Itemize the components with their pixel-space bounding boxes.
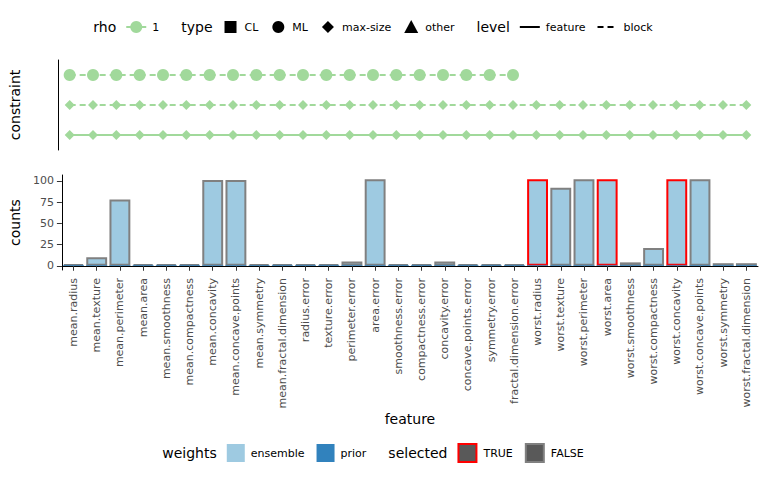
svg-text:counts: counts <box>7 199 23 246</box>
svg-text:weights: weights <box>162 445 217 461</box>
svg-text:concavity.error: concavity.error <box>438 278 451 360</box>
svg-text:mean.area: mean.area <box>137 278 150 337</box>
svg-text:concave.points.error: concave.points.error <box>461 278 474 392</box>
svg-text:mean.compactness: mean.compactness <box>183 278 196 386</box>
svg-text:max-size: max-size <box>342 21 391 34</box>
svg-text:100: 100 <box>33 174 54 187</box>
svg-text:mean.texture: mean.texture <box>90 278 103 353</box>
svg-text:prior: prior <box>341 447 367 460</box>
svg-text:mean.radius: mean.radius <box>67 278 80 347</box>
svg-text:worst.radius: worst.radius <box>531 278 544 346</box>
svg-text:ensemble: ensemble <box>251 447 305 460</box>
svg-text:mean.symmetry: mean.symmetry <box>253 278 266 369</box>
svg-text:mean.perimeter: mean.perimeter <box>113 278 126 368</box>
svg-text:mean.concavity: mean.concavity <box>206 278 219 366</box>
svg-text:worst.symmetry: worst.symmetry <box>717 278 730 368</box>
svg-text:feature: feature <box>546 21 586 34</box>
svg-text:feature: feature <box>385 411 436 427</box>
svg-text:ML: ML <box>292 21 308 34</box>
svg-text:level: level <box>477 19 510 35</box>
svg-text:radius.error: radius.error <box>299 278 312 343</box>
svg-text:TRUE: TRUE <box>482 447 512 460</box>
svg-text:symmetry.error: symmetry.error <box>485 278 498 363</box>
svg-text:worst.area: worst.area <box>601 278 614 336</box>
svg-text:worst.perimeter: worst.perimeter <box>577 278 590 367</box>
svg-text:1: 1 <box>152 21 159 34</box>
svg-text:mean.fractal.dimension: mean.fractal.dimension <box>276 278 289 408</box>
svg-text:worst.fractal.dimension: worst.fractal.dimension <box>740 278 753 408</box>
svg-text:worst.concavity: worst.concavity <box>670 278 683 365</box>
svg-text:texture.error: texture.error <box>322 278 335 348</box>
svg-text:worst.smoothness: worst.smoothness <box>624 278 637 378</box>
svg-text:mean.concave.points: mean.concave.points <box>229 278 242 396</box>
svg-text:constraint: constraint <box>7 69 23 140</box>
svg-text:25: 25 <box>40 238 54 251</box>
svg-text:area.error: area.error <box>369 278 382 333</box>
svg-text:type: type <box>181 19 212 35</box>
svg-text:block: block <box>624 21 654 34</box>
svg-text:75: 75 <box>40 196 54 209</box>
svg-text:CL: CL <box>245 21 260 34</box>
svg-text:smoothness.error: smoothness.error <box>392 278 405 375</box>
svg-text:mean.smoothness: mean.smoothness <box>160 278 173 379</box>
svg-text:rho: rho <box>93 19 116 35</box>
svg-text:other: other <box>425 21 455 34</box>
svg-text:selected: selected <box>388 445 447 461</box>
svg-text:compactness.error: compactness.error <box>415 278 428 381</box>
svg-text:perimeter.error: perimeter.error <box>345 278 358 362</box>
svg-text:50: 50 <box>40 217 54 230</box>
svg-text:FALSE: FALSE <box>551 447 584 460</box>
svg-text:worst.texture: worst.texture <box>554 278 567 352</box>
svg-text:fractal.dimension.error: fractal.dimension.error <box>508 278 521 404</box>
svg-text:worst.compactness: worst.compactness <box>647 278 660 385</box>
svg-text:worst.concave.points: worst.concave.points <box>693 278 706 395</box>
svg-text:0: 0 <box>47 259 54 272</box>
